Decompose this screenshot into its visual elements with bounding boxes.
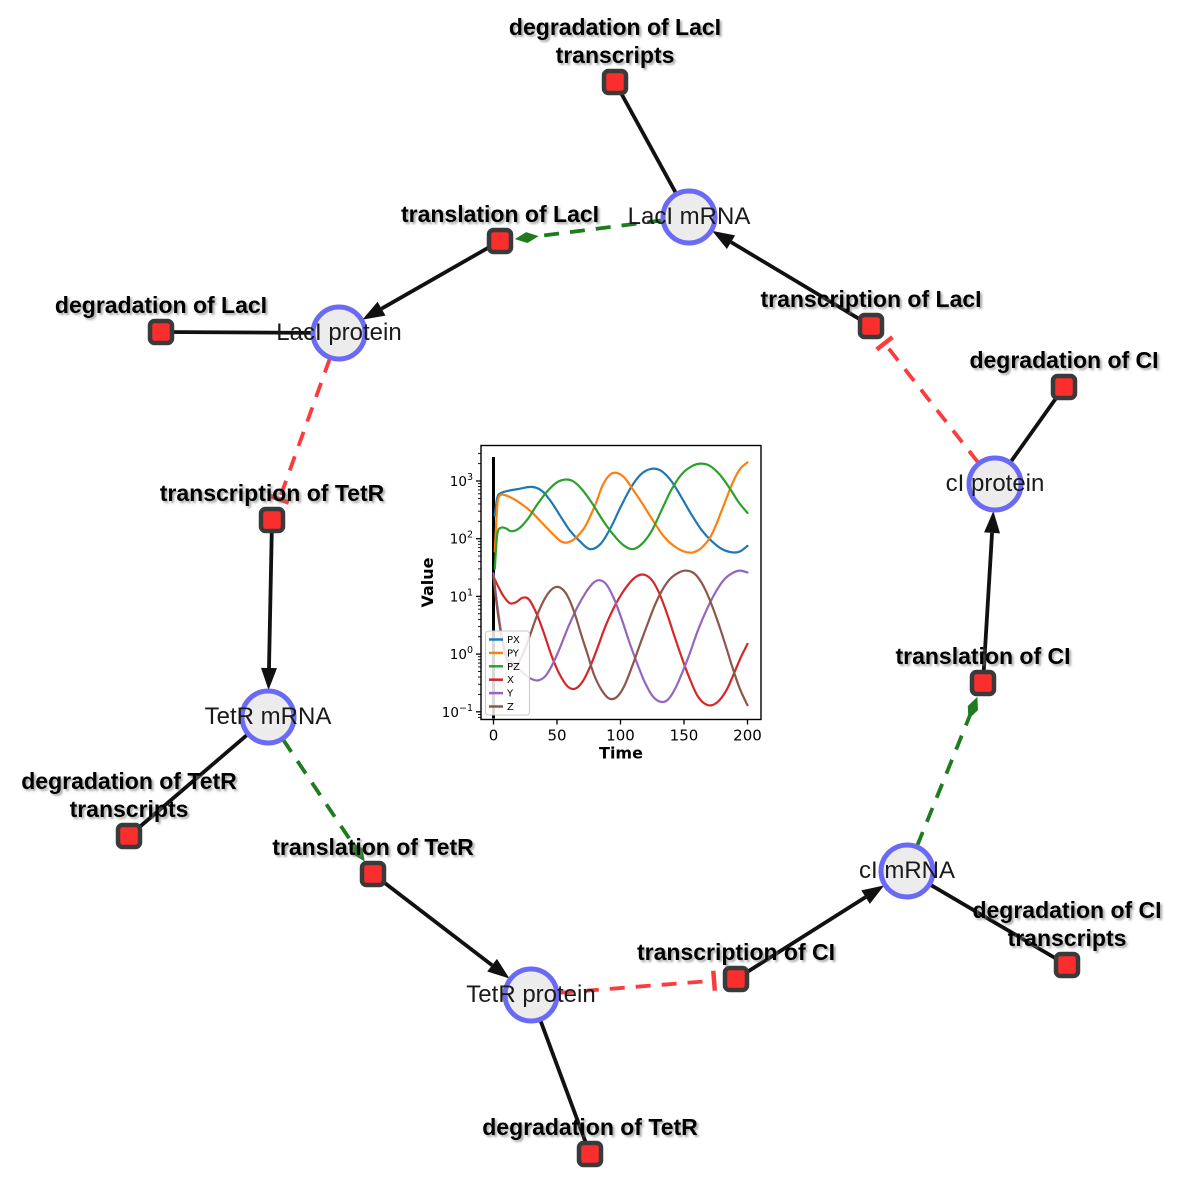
species-node-tetr-mrna [239,688,297,746]
reaction-node-translation-laci [486,227,514,255]
legend-label-Z: Z [507,702,514,713]
inhibition-tbar-icon [875,335,894,352]
x-tick-label: 50 [547,727,566,745]
arrowhead-icon [487,958,510,979]
label-ci-protein: cI protein [945,470,1045,497]
edge-ci-mrna-translation-ci-modifier [915,696,978,847]
modifier-arrowhead-icon [514,232,539,244]
species-node-laci-mrna [660,188,718,246]
label-tetr-mrna: TetR mRNA [204,703,332,730]
label-deg-tetr-transcripts-line1: degradation of TetR [21,768,237,794]
series-PX [493,467,749,554]
edge-tetr-mrna-translation-tetr-modifier [281,738,365,862]
legend-label-PX: PX [507,635,520,646]
species-node-tetr-protein [502,966,560,1024]
edge-ci-mrna-deg-ci-transcripts-consumption [929,883,1068,967]
arrowhead-icon [984,510,1001,534]
edge-tetr-protein-deg-tetr-consumption [538,1019,592,1155]
label-deg-ci-line1: degradation of CI [969,347,1159,373]
label-deg-ci-transcripts-line1: degradation of CI [972,897,1162,923]
y-axis-ticks: 10−1 100 101 102 103 [442,453,481,721]
reaction-node-deg-ci [1050,373,1078,401]
reaction-node-deg-tetr [576,1140,604,1168]
label-ci-mrna: cI mRNA [859,857,955,884]
edge-translation-ci-ci-protein-production [981,510,1001,684]
reaction-node-translation-tetr [359,860,387,888]
label-tetr-protein: TetR protein [466,981,596,1008]
modifier-arrowhead-icon [351,841,365,862]
series-PZ [493,462,749,570]
edge-translation-laci-laci-protein-production [362,239,501,320]
label-transcription-ci-line1: transcription of CI [636,939,836,965]
reaction-node-transcription-ci [722,965,750,993]
edge-laci-protein-transcription-tetr-inhibition [269,357,332,505]
series-PY [493,461,749,554]
label-translation-laci-line1: translation of LacI [400,201,600,227]
species-node-ci-mrna [878,842,936,900]
y-tick-label: 101 [450,587,473,605]
x-tick-label: 150 [670,727,699,745]
label-translation-tetr-line1: translation of TetR [272,834,474,860]
edge-laci-mrna-translation-laci-modifier [514,218,663,244]
modifier-arrowhead-icon [967,696,978,720]
reaction-node-deg-tetr-transcripts [115,822,143,850]
x-axis-label: Time [599,744,643,763]
reaction-node-transcription-laci [857,312,885,340]
x-axis-ticks: 0 50 100 150 200 [489,719,762,745]
label-transcription-tetr-line1: transcription of TetR [159,480,385,506]
y-tick-label: 103 [450,472,473,490]
inset-chart: 0 50 100 150 20010−1100101102103TimeValuePXP… [418,444,762,763]
edge-transcription-laci-laci-mrna-production [712,230,872,328]
label-deg-laci-transcripts-line1: degradation of LacI [508,14,722,40]
edge-translation-tetr-tetr-protein-production [371,872,510,979]
label-deg-tetr-transcripts-line2: transcripts [69,796,189,822]
edge-laci-mrna-deg-laci-transcripts-consumption [613,81,678,195]
series-X [492,573,749,707]
legend-label-Y: Y [506,689,514,700]
chart-legend: PX PY PZ XYZ [485,630,530,716]
species-node-ci-protein [966,455,1024,513]
reaction-node-deg-laci [147,318,175,346]
edge-transcription-ci-ci-mrna-production [734,885,885,981]
edge-tetr-mrna-deg-tetr-transcripts-consumption [127,733,249,838]
y-tick-label: 102 [450,530,473,548]
edge-ci-protein-transcription-laci-inhibition [875,335,980,464]
label-transcription-laci-line1: transcription of LacI [760,286,982,312]
label-laci-mrna: LacI mRNA [627,203,751,230]
edge-tetr-protein-transcription-ci-inhibition [557,970,718,995]
inhibition-tbar-icon [711,970,718,991]
legend-label-PZ: PZ [507,662,520,673]
reaction-node-transcription-tetr [258,506,286,534]
label-deg-laci-line1: degradation of LacI [54,292,268,318]
y-tick-label: 10−1 [442,703,473,721]
reaction-node-translation-ci [969,669,997,697]
edge-laci-protein-deg-laci-consumption [160,330,313,335]
legend-label-X: X [507,675,514,686]
reaction-node-deg-laci-transcripts [601,68,629,96]
label-deg-ci-transcripts-line2: transcripts [1007,925,1127,951]
label-deg-tetr-line1: degradation of TetR [482,1114,698,1140]
species-node-laci-protein [310,304,368,362]
x-tick-label: 0 [489,727,499,745]
y-tick-label: 100 [450,645,473,663]
label-deg-laci-transcripts-line2: transcripts [555,42,675,68]
arrowhead-icon [712,230,736,250]
legend-label-PY: PY [507,648,520,659]
x-tick-label: 200 [733,727,762,745]
label-translation-ci-line1: translation of CI [895,643,1071,669]
arrowhead-icon [861,885,885,904]
arrowhead-icon [260,667,277,691]
label-laci-protein: LacI protein [276,319,402,346]
inhibition-tbar-icon [269,493,290,505]
x-tick-label: 100 [606,727,635,745]
y-axis-label: Value [418,557,437,607]
edge-transcription-tetr-tetr-mrna-production [260,519,277,691]
arrowhead-icon [362,301,386,320]
reaction-node-deg-ci-transcripts [1053,951,1081,979]
